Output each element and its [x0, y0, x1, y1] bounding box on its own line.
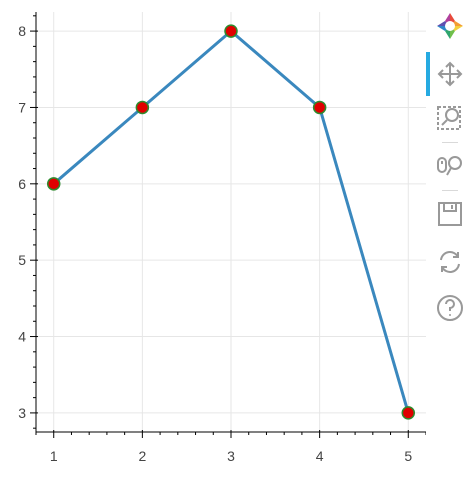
box-zoom-icon[interactable]	[432, 100, 468, 136]
active-tool-indicator	[426, 52, 430, 96]
data-point	[312, 100, 327, 115]
x-tick-label: 1	[50, 448, 58, 464]
x-tick-label: 3	[227, 448, 235, 464]
y-tick-label: 4	[18, 329, 26, 345]
bokeh-logo-icon[interactable]	[432, 8, 468, 44]
x-tick-label: 2	[138, 448, 146, 464]
series	[46, 24, 416, 420]
y-tick-label: 7	[18, 99, 26, 115]
plot-toolbar	[426, 0, 474, 477]
y-tick-label: 3	[18, 405, 26, 421]
reset-icon[interactable]	[432, 244, 468, 280]
grid-lines	[36, 12, 426, 432]
y-tick-label: 6	[18, 176, 26, 192]
x-tick-label: 5	[404, 448, 412, 464]
y-tick-label: 5	[18, 252, 26, 268]
toolbar-separator	[442, 190, 458, 191]
x-tick-label: 4	[316, 448, 324, 464]
save-icon[interactable]	[432, 196, 468, 232]
data-point	[401, 406, 416, 420]
data-point	[135, 100, 150, 115]
data-point	[46, 177, 61, 191]
pan-icon[interactable]	[432, 56, 468, 92]
ticks	[30, 15, 426, 438]
wheel-zoom-icon[interactable]	[432, 148, 468, 184]
toolbar-separator	[442, 142, 458, 143]
tick-labels: 3 4 5 6 7 8 1 2 3 4 5	[18, 23, 412, 464]
y-tick-label: 8	[18, 23, 26, 39]
line-chart: 3 4 5 6 7 8 1 2 3 4 5	[18, 12, 426, 464]
data-point	[224, 24, 238, 38]
help-icon[interactable]	[432, 290, 468, 326]
